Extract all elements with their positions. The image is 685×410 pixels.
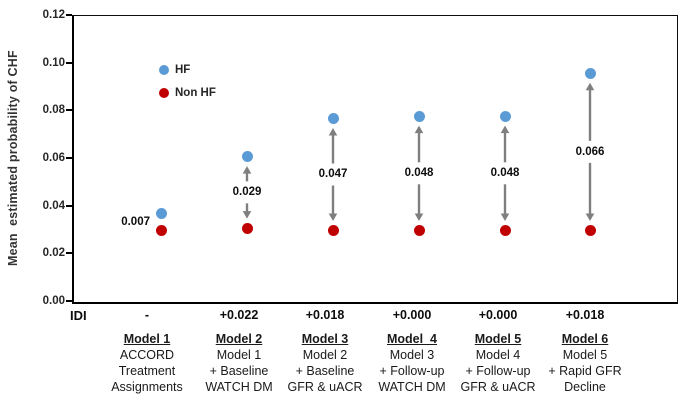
model-line: Treatment [118,364,176,378]
legend-label: Non HF [175,86,216,99]
nonhf-marker [155,225,167,236]
model-line: + Follow-up [465,364,531,378]
hf-marker [241,151,253,163]
idi-value: +0.018 [305,308,345,322]
y-tick-label: 0.00 [42,295,65,307]
difference-label: 0.047 [307,166,359,183]
y-axis-title: Mean estimated probability of CHF [6,50,20,266]
hf-marker [155,208,167,220]
y-tick-label: 0.10 [42,56,65,69]
difference-label: 0.048 [479,165,531,182]
model-line: GFR & uACR [460,380,536,394]
y-tick-label: 0.06 [42,152,65,164]
model-line: WATCH DM [205,380,273,394]
model-column: Model 4 Model 3 + Follow-up WATCH DM [356,331,468,395]
model-line: Decline [564,380,606,394]
idi-value: +0.018 [565,308,605,322]
legend-item-non-hf: Non HF [159,81,216,104]
y-tick-mark [66,300,72,302]
legend-item-hf: HF [159,58,216,81]
model-column: Model 2 Model 1 + Baseline WATCH DM [183,331,295,395]
legend-marker-hf [159,64,169,75]
model-line: Model 3 [389,348,435,362]
y-tick-mark [66,14,72,16]
model-line: + Rapid GFR [548,364,622,378]
model-line: Model 5 [562,348,608,362]
difference-label: 0.029 [221,184,273,201]
difference-label: 0.007 [98,214,150,231]
idi-value: +0.000 [478,308,518,322]
model-header: Model 6 [561,332,609,346]
model-header: Model 1 [123,332,171,346]
nonhf-marker [584,225,596,236]
nonhf-marker [327,225,339,236]
nonhf-marker [241,222,253,234]
model-line: Model 4 [475,348,521,362]
hf-marker [499,110,511,122]
model-line: Assignments [111,380,183,394]
idi-value: +0.000 [392,308,432,322]
plot-area: HF Non HF 0.007 0.029 0.047 0.048 0.048 0.066 [72,15,678,304]
model-column: Model 3 Model 2 + Baseline GFR & uACR [269,331,381,395]
y-tick-label: 0.12 [42,9,65,21]
legend-marker-non-hf [159,87,169,98]
model-line: ACCORD [119,348,175,362]
model-column: Model 6 Model 5 + Rapid GFR Decline [529,331,641,395]
model-header: Model 2 [215,332,263,346]
model-column: Model 5 Model 4 + Follow-up GFR & uACR [442,331,554,395]
model-header: Model 5 [474,332,522,346]
model-line: + Baseline [209,364,269,378]
nonhf-marker [499,225,511,236]
idi-value: +0.022 [219,308,259,322]
model-line: + Follow-up [379,364,445,378]
hf-marker [413,110,425,122]
model-header: Model 3 [301,332,349,346]
model-line: Model 1 [216,348,262,362]
model-line: + Baseline [295,364,355,378]
model-column: Model 1 ACCORD Treatment Assignments [91,331,203,395]
y-tick-label: 0.02 [42,247,65,260]
y-tick-mark [66,157,72,159]
y-tick-label: 0.08 [42,104,65,117]
model-line: GFR & uACR [287,380,363,394]
hf-marker [327,112,339,124]
nonhf-marker [413,225,425,236]
model-line: Model 2 [302,348,348,362]
difference-label: 0.048 [393,165,445,182]
model-header: Model 4 [386,332,437,346]
y-tick-mark [66,61,72,64]
hf-marker [584,67,596,79]
y-tick-mark [66,204,72,207]
y-tick-label: 0.04 [42,199,65,212]
legend: HF Non HF [159,58,216,104]
difference-arrows [242,82,595,221]
idi-row-label: IDI [70,308,87,323]
legend-label: HF [175,63,191,76]
y-tick-mark [66,109,72,112]
model-line: WATCH DM [378,380,446,394]
y-tick-mark [66,252,72,255]
difference-label: 0.066 [564,143,616,160]
idi-value: - [144,308,150,322]
